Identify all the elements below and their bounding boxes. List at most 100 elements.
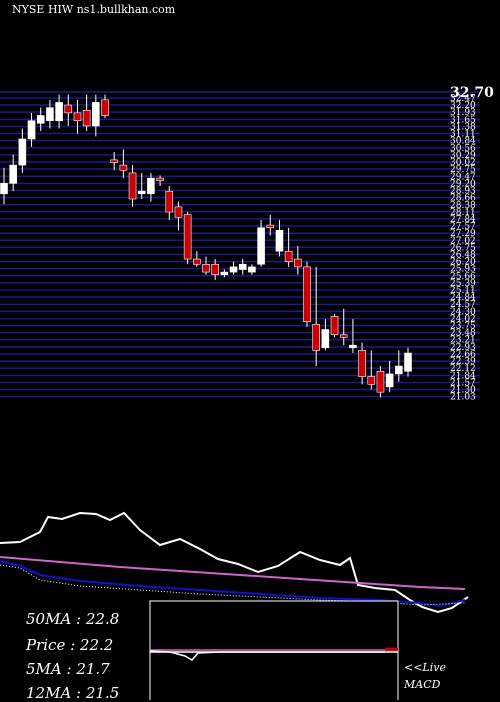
candle-up — [18, 138, 27, 166]
candle-down — [174, 206, 183, 218]
candle-up — [36, 115, 45, 124]
candle-up — [9, 164, 17, 184]
price-tick-label: 26.20 — [450, 258, 476, 268]
price-tick-label: 23.21 — [450, 336, 476, 346]
candle-down — [202, 263, 210, 273]
price-tick-label: 27.02 — [450, 236, 476, 246]
price-tick-label: 28.93 — [450, 186, 476, 196]
price-tick-label: 24.30 — [450, 307, 476, 317]
price-tick-label: 28.11 — [450, 208, 476, 218]
price-top-label: 32.70 — [450, 85, 494, 101]
price-tick-label: 32.47 — [450, 94, 476, 104]
macd-label: MACD — [404, 678, 441, 691]
price-tick-label: 31.93 — [450, 108, 476, 118]
price-tick-label: 31.11 — [450, 130, 476, 140]
price-tick-label: 24.57 — [450, 300, 476, 310]
candle-up — [46, 107, 54, 122]
price-tick-label: 22.39 — [450, 357, 476, 367]
price-tick-label: 23.75 — [450, 322, 476, 332]
price-tick-label: 25.66 — [450, 272, 476, 282]
ma-dotted-line — [0, 564, 466, 606]
candle-up — [220, 271, 229, 276]
candle-down — [266, 224, 275, 229]
price-tick-label: 29.20 — [450, 179, 476, 189]
price-tick-label: 29.75 — [450, 165, 476, 175]
ma-panel — [0, 511, 469, 614]
candle-down — [284, 250, 293, 262]
price-tick-label: 30.02 — [450, 158, 476, 168]
price-tick-label: 31.65 — [450, 115, 476, 125]
candle-down — [128, 172, 137, 200]
price-tick-label: 22.12 — [450, 364, 476, 374]
candle-up — [137, 190, 146, 195]
price-grid: 32.4732.2031.9331.6531.3831.1130.8430.56… — [0, 91, 480, 403]
price-tick-label: 31.38 — [450, 122, 476, 132]
candle-down — [367, 376, 376, 385]
price-tick-label: 30.56 — [450, 144, 476, 154]
ma5-label: 5MA : 21.7 — [26, 660, 110, 678]
candle-up — [55, 102, 63, 122]
ma-blue-line — [0, 560, 466, 608]
price-tick-label: 21.03 — [450, 393, 476, 403]
candle-down — [165, 190, 174, 213]
price-tick-label: 25.11 — [450, 286, 476, 296]
candlesticks — [0, 94, 412, 398]
price-tick-label: 30.84 — [450, 137, 476, 147]
candle-down — [183, 214, 192, 260]
candle-up — [147, 177, 155, 195]
candle-up — [92, 102, 100, 127]
price-tick-label: 28.38 — [450, 201, 476, 211]
price-tick-label: 24.84 — [450, 293, 476, 303]
candle-up — [395, 365, 403, 375]
candle-down — [312, 324, 320, 351]
price-tick-label: 27.84 — [450, 215, 476, 225]
macd-line — [149, 650, 385, 661]
candle-down — [82, 109, 91, 127]
price-tick-label: 21.84 — [450, 371, 476, 381]
candle-down — [294, 258, 302, 268]
candle-down — [339, 334, 348, 338]
price-tick-label: 26.48 — [450, 250, 476, 260]
candle-up — [27, 120, 36, 140]
price-tick-label: 28.66 — [450, 193, 476, 203]
price-tick-label: 24.02 — [450, 315, 476, 325]
candle-down — [73, 112, 82, 122]
candle-up — [321, 329, 330, 349]
ma-pink-line — [0, 556, 466, 590]
candle-up — [257, 227, 265, 265]
candle-down — [303, 266, 311, 322]
candle-down — [330, 316, 339, 336]
macd-live-label: <<Live — [404, 661, 446, 674]
candle-down — [156, 177, 164, 182]
candle-down — [64, 104, 73, 114]
candle-up — [349, 344, 357, 349]
candle-up — [0, 183, 8, 195]
price-tick-label: 22.66 — [450, 350, 476, 360]
candle-down — [193, 258, 201, 265]
candle-down — [119, 164, 128, 171]
price-tick-label: 26.75 — [450, 243, 476, 253]
candle-up — [275, 230, 284, 252]
candle-up — [404, 352, 412, 372]
ma12-label: 12MA : 21.5 — [26, 684, 120, 702]
price-tick-label: 21.30 — [450, 386, 476, 396]
candle-up — [238, 263, 247, 270]
price-label: Price : 22.2 — [26, 636, 114, 654]
candle-up — [385, 373, 394, 388]
candle-down — [110, 159, 118, 163]
price-tick-label: 32.20 — [450, 101, 476, 111]
candle-up — [248, 266, 256, 273]
candle-down — [101, 99, 109, 116]
price-tick-label: 22.93 — [450, 343, 476, 353]
price-tick-label: 23.48 — [450, 329, 476, 339]
price-tick-label: 27.57 — [450, 222, 476, 232]
price-tick-label: 25.39 — [450, 279, 476, 289]
price-tick-label: 27.29 — [450, 229, 476, 239]
macd-panel — [149, 600, 399, 700]
price-tick-label: 25.93 — [450, 265, 476, 275]
price-tick-label: 21.57 — [450, 379, 476, 389]
candle-down — [358, 350, 366, 377]
ma-white-line — [0, 511, 469, 614]
price-tick-label: 30.29 — [450, 151, 476, 161]
